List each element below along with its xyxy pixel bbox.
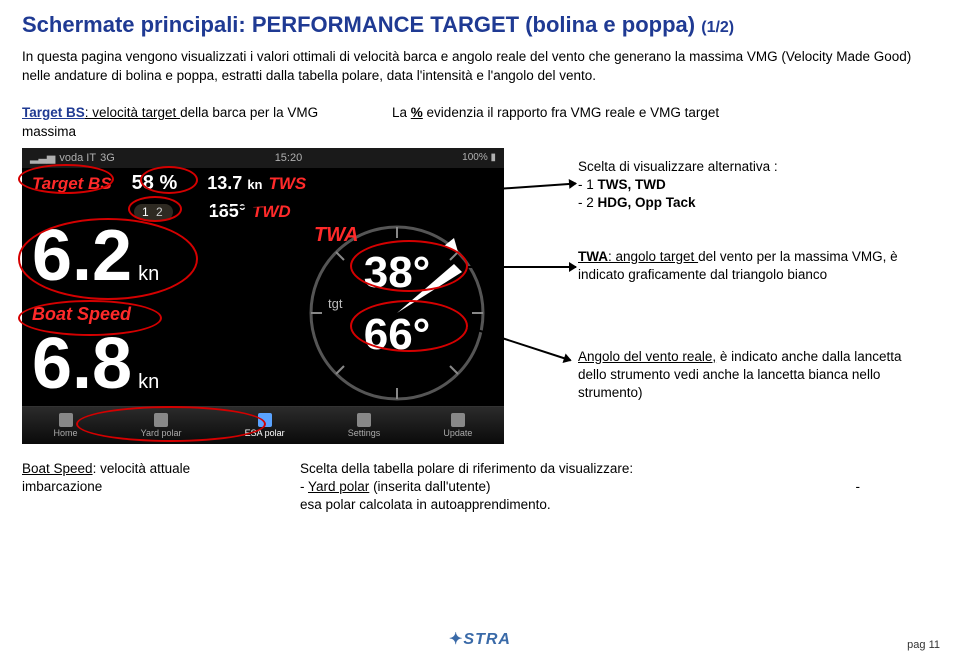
toolbar-esa-label: ESA polar — [245, 428, 285, 438]
polar-l2-pre: - — [300, 479, 308, 494]
polar-l2-under: Yard polar — [308, 479, 369, 494]
toolbar-yard-polar[interactable]: Yard polar — [141, 413, 182, 438]
polar-l2-rest: (inserita dall'utente) — [369, 479, 490, 494]
star-icon: ✦ — [449, 631, 463, 648]
title-main: Schermate principali: PERFORMANCE TARGET… — [22, 12, 695, 37]
toolbar-update[interactable]: Update — [443, 413, 472, 438]
bs-num: 6.8 — [32, 324, 132, 404]
polar-trailing-dash: - — [856, 478, 861, 496]
target-bs-num: 6.2 — [32, 216, 132, 296]
caption-boat-speed: Boat Speed: velocità attuale imbarcazion… — [22, 460, 252, 496]
status-net: 3G — [100, 152, 115, 164]
anno-scelta-l1: - 1 TWS, TWD — [578, 176, 898, 194]
label-boat-speed: Boat Speed — [32, 304, 131, 325]
footer-logo: ✦STRA — [449, 629, 511, 649]
caption-target-bs-rest-u: : velocità target — [85, 105, 180, 120]
value-boat-speed: 6.8kn — [32, 328, 159, 400]
value-twa-target: 38° — [364, 248, 431, 298]
polar-l2: - Yard polar (inserita dall'utente) - — [300, 478, 720, 496]
anno-twa-u: : angolo target — [608, 249, 698, 264]
intro-text: In questa pagina vengono visualizzati i … — [22, 49, 911, 83]
caption-polar: Scelta della tabella polare di riferimen… — [300, 460, 720, 515]
twd-deg: ° — [239, 201, 246, 221]
status-bar: ▂▃▅ voda IT 3G 15:20 100% ▮ — [22, 148, 504, 168]
refresh-icon — [451, 413, 465, 427]
polar-l1: Scelta della tabella polare di riferimen… — [300, 460, 720, 478]
value-tws: 13.7 kn — [207, 173, 262, 194]
intro-paragraph: In questa pagina vengono visualizzati i … — [0, 38, 960, 86]
caption-target-bs-prefix: Target BS — [22, 105, 85, 120]
value-twd: 185° — [209, 201, 246, 222]
toolbar-update-label: Update — [443, 428, 472, 438]
value-twa-current: 66° — [364, 310, 431, 360]
label-tws: TWS — [269, 174, 307, 194]
toolbar-yard-label: Yard polar — [141, 428, 182, 438]
caption-pct-sym: % — [411, 105, 423, 120]
toolbar-settings[interactable]: Settings — [348, 413, 381, 438]
graph-icon — [258, 413, 272, 427]
status-time: 15:20 — [275, 152, 303, 164]
anno-scelta-l2: - 2 HDG, Opp Tack — [578, 194, 898, 212]
logo-text: STRA — [463, 631, 511, 648]
anno-scelta-title: Scelta di visualizzare alternativa : — [578, 158, 898, 176]
value-target-bs: 6.2kn — [32, 220, 159, 292]
status-signal-icon: ▂▃▅ — [30, 151, 55, 164]
toolbar-esa-polar[interactable]: ESA polar — [245, 413, 285, 438]
stage: ▂▃▅ voda IT 3G 15:20 100% ▮ Target BS 58… — [22, 148, 938, 458]
anno-angolo: Angolo del vento reale, è indicato anche… — [578, 348, 918, 403]
toolbar-home-label: Home — [54, 428, 78, 438]
caption-target-bs: Target BS: velocità target della barca p… — [22, 104, 352, 142]
status-carrier: voda IT — [59, 152, 96, 164]
title-suffix: (1/2) — [701, 19, 734, 36]
twa-gauge: TWA 38° tgt 66° — [304, 220, 490, 406]
status-battery: 100% ▮ — [462, 152, 496, 163]
toolbar: Home Yard polar ESA polar Settings Updat… — [22, 406, 504, 444]
bs-prefix: Boat Speed — [22, 461, 93, 476]
page-number: pag 11 — [907, 639, 940, 651]
tws-val: 13.7 — [207, 173, 242, 193]
target-bs-unit: kn — [138, 263, 159, 285]
home-icon — [59, 413, 73, 427]
caption-pct: La % evidenzia il rapporto fra VMG reale… — [392, 104, 732, 142]
label-target-bs: Target BS — [32, 174, 112, 194]
arrow-twa — [468, 266, 576, 268]
toolbar-home[interactable]: Home — [54, 413, 78, 438]
bs-unit: kn — [138, 371, 159, 393]
status-left: ▂▃▅ voda IT 3G — [30, 151, 115, 164]
gear-icon — [357, 413, 371, 427]
polar-l3: esa polar calcolata in autoapprendimento… — [300, 496, 720, 514]
label-twa: TWA — [314, 224, 358, 247]
label-tgt: tgt — [328, 296, 342, 311]
anno-twa-prefix: TWA — [578, 249, 608, 264]
anno-twa: TWA: angolo target del vento per la mass… — [578, 248, 898, 284]
tws-unit: kn — [247, 177, 262, 192]
toolbar-settings-label: Settings — [348, 428, 381, 438]
anno-ang-title: Angolo del vento reale, — [578, 349, 716, 364]
caption-pct-rest: evidenzia il rapporto fra VMG reale e VM… — [423, 105, 719, 120]
graph-icon — [154, 413, 168, 427]
caption-pct-pre: La — [392, 105, 411, 120]
twd-val: 185 — [209, 201, 239, 221]
shot-line1: Target BS 58 % 13.7 kn TWS — [22, 168, 504, 200]
status-battery-pct: 100% — [462, 152, 488, 163]
page-dots[interactable]: 1 2 — [134, 204, 173, 220]
caption-row: Target BS: velocità target della barca p… — [0, 86, 960, 142]
anno-scelta: Scelta di visualizzare alternativa : - 1… — [578, 158, 898, 213]
shot-mid: 6.2kn Boat Speed 6.8kn — [22, 224, 504, 406]
value-pct: 58 % — [132, 172, 178, 195]
page-title: Schermate principali: PERFORMANCE TARGET… — [0, 0, 960, 38]
